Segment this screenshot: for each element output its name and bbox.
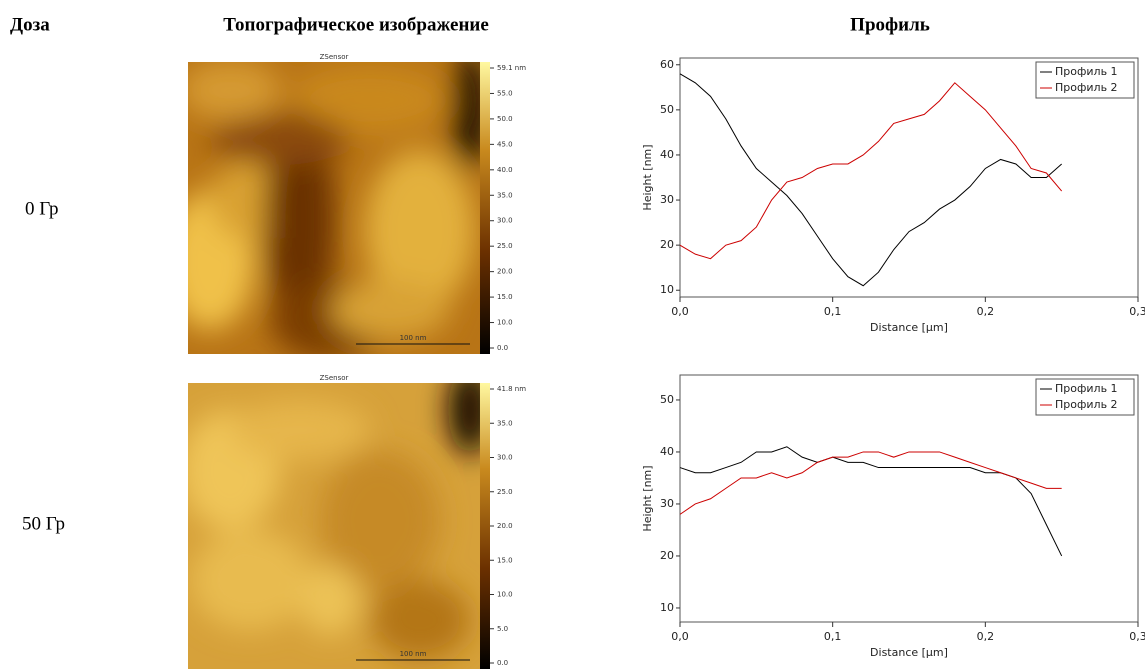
colorbar-label: 25.0 (497, 488, 513, 496)
x-tick-label: 0,3 (1129, 305, 1145, 318)
x-axis-label: Distance [µm] (870, 321, 948, 334)
afm-image (188, 62, 480, 354)
colorbar-label: 25.0 (497, 242, 513, 250)
header-image: Топографическое изображение (223, 14, 489, 35)
header-profile: Профиль (850, 14, 930, 35)
colorbar-label: 45.0 (497, 140, 513, 148)
x-tick-label: 0,1 (824, 305, 842, 318)
y-tick-label: 40 (660, 148, 674, 161)
colorbar-label: 40.0 (497, 166, 513, 174)
legend-box (1035, 61, 1135, 99)
y-tick-label: 10 (660, 601, 674, 614)
profile-line (679, 82, 1063, 260)
afm-image (188, 383, 480, 669)
dose-label: 50 Гр (22, 513, 65, 534)
dose-label: 0 Гр (25, 198, 59, 219)
colorbar-label: 35.0 (497, 191, 513, 199)
colorbar-label: 5.0 (497, 625, 508, 633)
profile-line (679, 446, 1063, 557)
y-tick-label: 60 (660, 58, 674, 71)
y-tick-label: 40 (660, 445, 674, 458)
colorbar-label: 20.0 (497, 522, 513, 530)
image-title: ZSensor (320, 53, 349, 61)
colorbar (480, 62, 490, 354)
colorbar-label: 30.0 (497, 217, 513, 225)
colorbar-label: 10.0 (497, 319, 513, 327)
profile-line (679, 73, 1063, 287)
y-tick-label: 30 (660, 193, 674, 206)
y-tick-label: 10 (660, 283, 674, 296)
x-tick-label: 0,3 (1129, 630, 1145, 643)
y-tick-label: 20 (660, 549, 674, 562)
y-tick-label: 20 (660, 238, 674, 251)
x-tick-label: 0,0 (671, 630, 689, 643)
colorbar-label: 50.0 (497, 115, 513, 123)
colorbar-label: 30.0 (497, 454, 513, 462)
colorbar-label: 15.0 (497, 293, 513, 301)
image-title: ZSensor (320, 374, 349, 382)
y-axis-label: Height [nm] (641, 465, 654, 531)
x-tick-label: 0,1 (824, 630, 842, 643)
y-tick-label: 50 (660, 103, 674, 116)
colorbar-label: 15.0 (497, 556, 513, 564)
x-tick-label: 0,2 (977, 630, 995, 643)
plot-area (679, 374, 1139, 623)
legend-label: Профиль 2 (1055, 81, 1118, 94)
colorbar-label: 0.0 (497, 659, 508, 667)
colorbar-label: 35.0 (497, 419, 513, 427)
y-axis-label: Height [nm] (641, 144, 654, 210)
y-tick-label: 30 (660, 497, 674, 510)
header-dose: Доза (10, 14, 50, 35)
scale-bar-label: 100 nm (400, 334, 427, 342)
legend-label: Профиль 1 (1055, 65, 1118, 78)
colorbar-label: 59.1 nm (497, 64, 526, 72)
legend-label: Профиль 1 (1055, 382, 1118, 395)
scale-bar-label: 100 nm (400, 650, 427, 658)
x-tick-label: 0,2 (977, 305, 995, 318)
x-tick-label: 0,0 (671, 305, 689, 318)
colorbar-label: 10.0 (497, 591, 513, 599)
colorbar-label: 20.0 (497, 268, 513, 276)
colorbar (480, 383, 490, 669)
profile-line (679, 451, 1062, 515)
colorbar-label: 41.8 nm (497, 385, 526, 393)
y-tick-label: 50 (660, 393, 674, 406)
x-axis-label: Distance [µm] (870, 646, 948, 659)
colorbar-label: 0.0 (497, 344, 508, 352)
colorbar-label: 55.0 (497, 89, 513, 97)
legend-box (1035, 378, 1135, 416)
plot-area (679, 57, 1139, 298)
legend-label: Профиль 2 (1055, 398, 1118, 411)
